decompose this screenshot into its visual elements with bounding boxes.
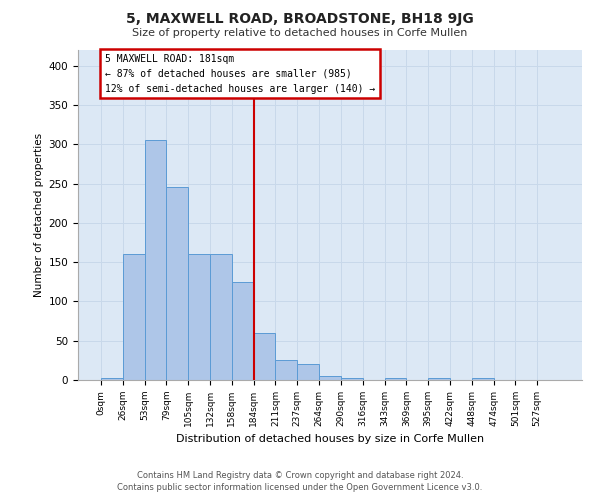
Bar <box>428 378 450 380</box>
Bar <box>341 378 363 380</box>
Bar <box>101 378 123 380</box>
Bar <box>210 254 232 380</box>
Bar <box>297 364 319 380</box>
Bar <box>123 254 145 380</box>
Bar <box>385 378 406 380</box>
Bar <box>166 188 188 380</box>
Bar <box>275 360 297 380</box>
Y-axis label: Number of detached properties: Number of detached properties <box>34 133 44 297</box>
Bar <box>254 333 275 380</box>
X-axis label: Distribution of detached houses by size in Corfe Mullen: Distribution of detached houses by size … <box>176 434 484 444</box>
Bar <box>232 282 254 380</box>
Bar <box>472 378 494 380</box>
Bar <box>188 254 210 380</box>
Bar <box>145 140 166 380</box>
Text: Contains HM Land Registry data © Crown copyright and database right 2024.
Contai: Contains HM Land Registry data © Crown c… <box>118 471 482 492</box>
Text: Size of property relative to detached houses in Corfe Mullen: Size of property relative to detached ho… <box>133 28 467 38</box>
Text: 5 MAXWELL ROAD: 181sqm
← 87% of detached houses are smaller (985)
12% of semi-de: 5 MAXWELL ROAD: 181sqm ← 87% of detached… <box>105 54 376 94</box>
Bar <box>319 376 341 380</box>
Text: 5, MAXWELL ROAD, BROADSTONE, BH18 9JG: 5, MAXWELL ROAD, BROADSTONE, BH18 9JG <box>126 12 474 26</box>
